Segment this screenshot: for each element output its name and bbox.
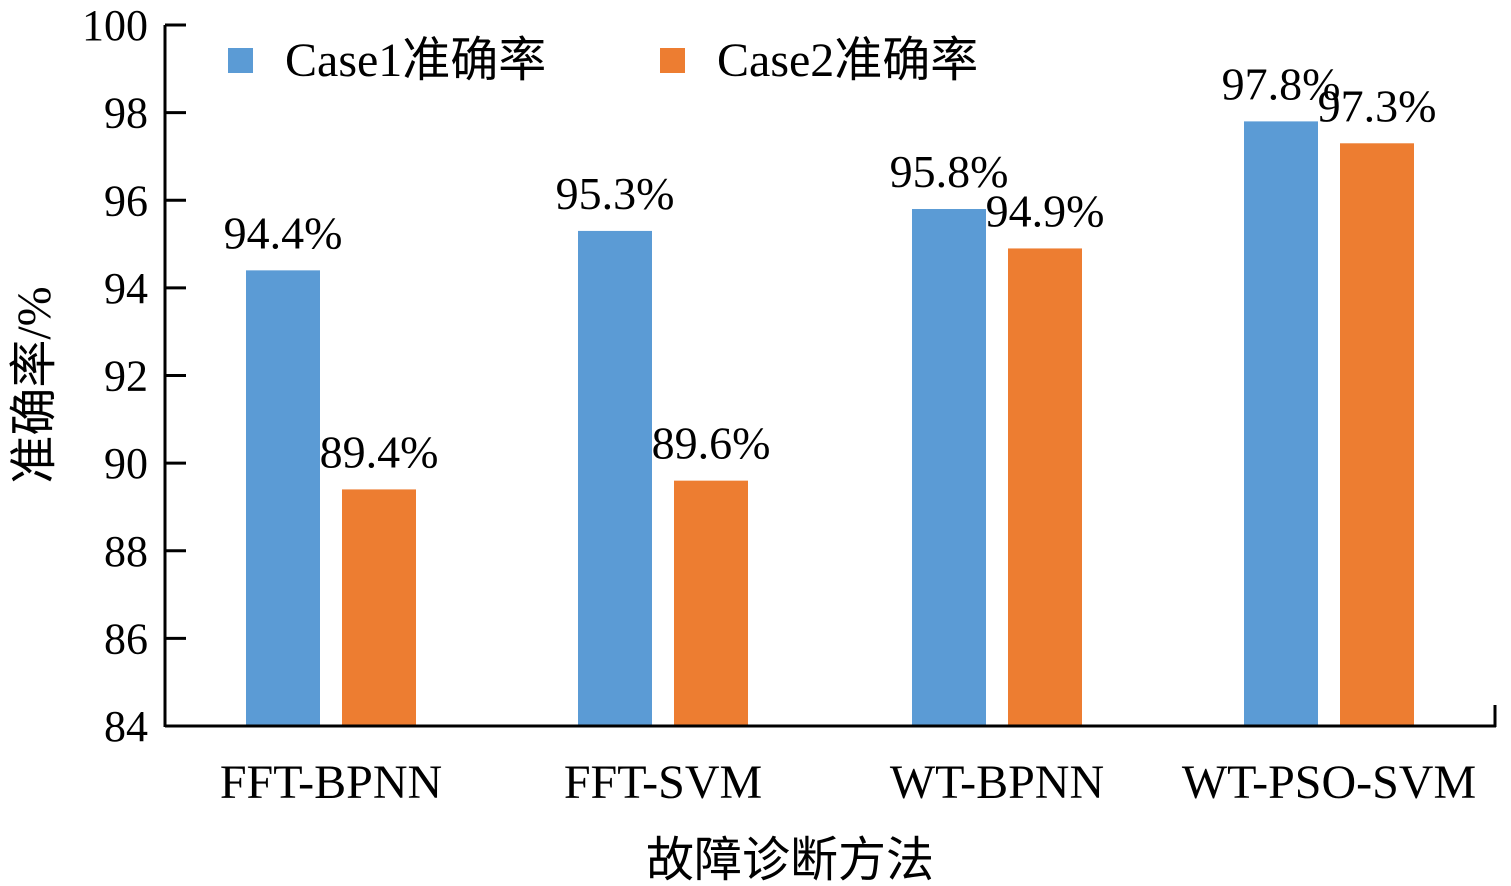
bar-2-fft-bpnn — [342, 489, 416, 726]
bar-1-wt-pso-svm — [1244, 121, 1318, 726]
y-tick-label: 94 — [104, 264, 148, 313]
bar-2-wt-bpnn — [1008, 248, 1082, 726]
x-category-label: WT-PSO-SVM — [1182, 756, 1476, 809]
y-tick-label: 96 — [104, 176, 148, 225]
data-label: 89.6% — [652, 418, 771, 469]
data-label: 94.4% — [224, 207, 343, 258]
x-axis-title: 故障诊断方法 — [646, 834, 934, 886]
data-label: 97.3% — [1318, 80, 1437, 131]
bar-1-wt-bpnn — [912, 209, 986, 726]
y-tick-label: 92 — [104, 352, 148, 401]
legend-label-2: Case2准确率 — [717, 34, 978, 87]
y-tick-label: 88 — [104, 527, 148, 576]
data-label: 97.8% — [1222, 58, 1341, 109]
y-tick-label: 84 — [104, 702, 148, 751]
y-tick-label: 86 — [104, 614, 148, 663]
x-category-label: FFT-BPNN — [220, 756, 442, 809]
x-labels-layer: FFT-BPNN FFT-SVM WT-BPNN WT-PSO-SVM — [220, 756, 1476, 809]
bar-1-fft-svm — [578, 230, 652, 726]
bar-1-fft-bpnn — [246, 270, 320, 726]
data-labels-layer: 94.4% 89.4% 95.3% 89.6% 95.8%94.9% 97.8%97.3% — [224, 58, 1437, 477]
y-tick-label: 98 — [104, 89, 148, 138]
data-label: 95.3% — [556, 168, 675, 219]
legend-swatch-1 — [228, 48, 253, 73]
legend-swatch-2 — [660, 48, 685, 73]
data-label: 95.8% — [890, 146, 1009, 197]
data-label: 94.9% — [986, 185, 1105, 236]
x-category-label: WT-BPNN — [890, 756, 1104, 809]
y-axis-title: 准确率/% — [8, 286, 61, 483]
data-label: 89.4% — [320, 426, 439, 477]
bar-2-wt-pso-svm — [1340, 143, 1414, 726]
legend-label-1: Case1准确率 — [285, 34, 546, 87]
x-category-label: FFT-SVM — [564, 756, 762, 809]
y-ticks-layer: 84 86 88 90 92 94 96 98 100 — [82, 1, 186, 751]
bar-2-fft-svm — [674, 480, 748, 726]
legend: Case1准确率 Case2准确率 — [228, 34, 978, 87]
bars-layer — [246, 121, 1414, 726]
y-tick-label: 100 — [82, 1, 148, 50]
y-tick-label: 90 — [104, 439, 148, 488]
